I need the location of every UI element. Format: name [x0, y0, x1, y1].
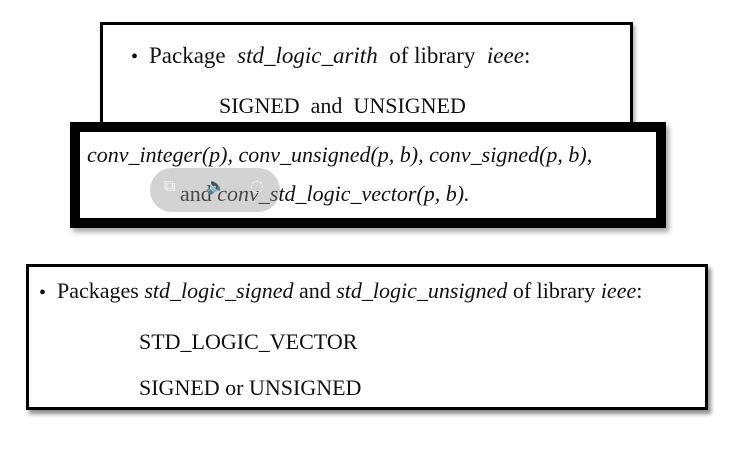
conversion-functions-line1: conv_integer(p), conv_unsigned(p, b), co… — [87, 142, 593, 167]
package-name: std_logic_arith — [237, 43, 378, 68]
package-signed: std_logic_signed — [144, 278, 294, 303]
library-name: ieee — [600, 278, 637, 303]
settings-icon[interactable]: ◌ — [250, 176, 264, 195]
heading-middle: of library — [512, 278, 596, 303]
bullet: • — [39, 282, 47, 304]
conversion-functions-line2: and conv_std_logic_vector(p, b). — [180, 181, 470, 207]
packages-heading: Packages std_logic_signed and std_logic_… — [57, 278, 642, 304]
signed-or-unsigned-type: SIGNED or UNSIGNED — [139, 375, 362, 400]
package-unsigned: std_logic_unsigned — [336, 278, 508, 303]
arith-package-heading: Package std_logic_arith of library ieee: — [149, 43, 530, 69]
heading-suffix: : — [636, 278, 643, 303]
heading-suffix: : — [523, 43, 531, 68]
library-name: ieee — [486, 43, 524, 68]
pip-icon[interactable]: ⧉ — [164, 176, 176, 195]
volume-icon[interactable]: 🔈 — [206, 176, 226, 195]
conversion-functions-box: conv_integer(p), conv_unsigned(p, b), co… — [70, 122, 666, 228]
heading-prefix: Packages — [57, 278, 139, 303]
heading-middle: of library — [389, 43, 476, 68]
and-word: and — [298, 278, 331, 303]
heading-prefix: Package — [149, 43, 226, 68]
video-overlay-controls[interactable]: ⧉ 🔈 ◌ — [150, 168, 280, 212]
std-logic-vector-type: STD_LOGIC_VECTOR — [139, 329, 358, 354]
signed-unsigned-types: SIGNED and UNSIGNED — [219, 93, 466, 118]
conv-std-logic-vector: conv_std_logic_vector(p, b). — [217, 181, 470, 206]
signed-unsigned-packages-box: • Packages std_logic_signed and std_logi… — [26, 264, 708, 410]
bullet: • — [131, 46, 139, 68]
arith-package-box: • Package std_logic_arith of library iee… — [100, 22, 633, 126]
and-word: and — [180, 181, 212, 206]
